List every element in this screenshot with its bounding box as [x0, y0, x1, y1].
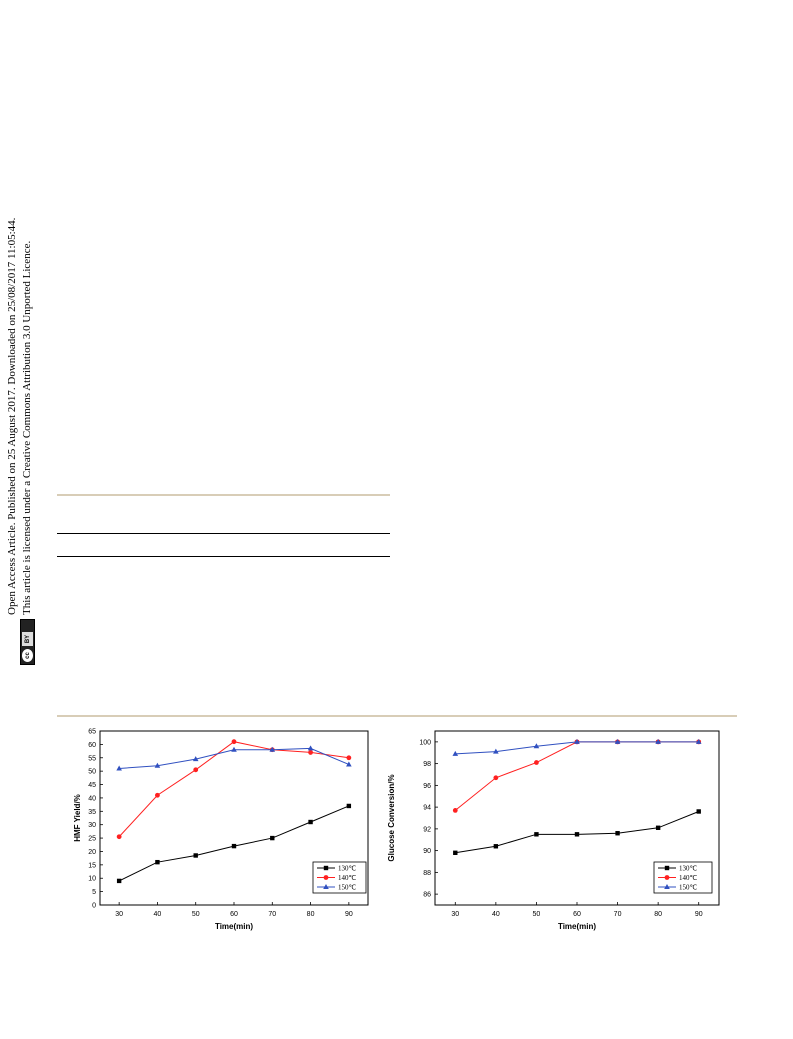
x-tick-label: 70	[268, 911, 276, 918]
y-tick-label: 65	[88, 729, 96, 736]
data-point	[664, 875, 670, 880]
y-tick-label: 86	[423, 892, 431, 899]
legend-label: 150℃	[338, 884, 357, 892]
y-tick-label: 10	[88, 876, 96, 883]
data-point	[270, 835, 275, 841]
x-tick-label: 80	[654, 911, 662, 918]
data-point	[193, 853, 198, 858]
data-point	[655, 738, 661, 744]
data-point	[346, 803, 352, 809]
data-point	[192, 756, 199, 762]
y-tick-label: 25	[88, 836, 96, 843]
data-point	[493, 844, 499, 849]
data-point	[614, 738, 621, 744]
data-point	[308, 750, 313, 755]
data-point	[231, 746, 237, 752]
x-tick-label: 50	[192, 911, 200, 918]
data-point	[155, 792, 160, 798]
data-point	[453, 850, 458, 855]
y-tick-label: 0	[92, 903, 96, 910]
y-tick-label: 60	[88, 742, 96, 749]
y-axis-label: HMF Yield/%	[73, 794, 82, 842]
section-divider	[57, 494, 390, 496]
hmf-yield-chart: 0 5 10 15 20 25 30 35 40 45 50 55 60 65 30 40 50 60 70 80 90…	[73, 729, 369, 931]
data-point	[323, 875, 329, 880]
table-rule-bottom	[57, 556, 390, 557]
data-point	[193, 767, 199, 773]
data-point	[116, 765, 122, 771]
data-point	[533, 743, 540, 749]
data-point	[493, 775, 499, 781]
x-tick-label: 90	[695, 911, 703, 918]
data-point	[307, 745, 314, 751]
data-point	[534, 760, 539, 765]
x-tick-label: 70	[614, 911, 622, 918]
y-tick-label: 96	[423, 783, 431, 790]
series-line	[118, 741, 349, 838]
x-axis-label: Time(min)	[558, 922, 596, 931]
y-tick-label: 35	[88, 809, 96, 816]
x-tick-label: 30	[451, 911, 459, 918]
y-tick-label: 50	[88, 769, 96, 776]
data-point	[231, 739, 237, 745]
y-tick-label: 40	[88, 795, 96, 802]
legend-label: 130℃	[679, 865, 698, 873]
data-point	[574, 832, 580, 837]
data-point	[269, 746, 276, 752]
glucose-conversion-chart: 86 88 90 92 94 96 98 100 30 40 50 60 70 80 90 Time(min)…	[387, 730, 720, 931]
data-point	[664, 884, 670, 889]
legend-label: 130℃	[338, 865, 357, 873]
data-point	[323, 865, 329, 871]
y-tick-label: 20	[88, 849, 96, 856]
y-axis-label: Glucose Conversion/%	[387, 774, 396, 861]
data-point	[615, 831, 620, 836]
y-tick-label: 30	[88, 822, 96, 829]
y-tick-label: 88	[423, 870, 431, 877]
data-point	[493, 748, 499, 754]
data-point	[696, 809, 701, 814]
data-point	[695, 738, 702, 744]
x-tick-label: 30	[115, 911, 123, 918]
data-point	[116, 878, 122, 884]
legend-label: 140℃	[679, 874, 698, 882]
x-tick-label: 40	[154, 911, 162, 918]
table-rule-top	[57, 533, 390, 534]
y-tick-label: 45	[88, 782, 96, 789]
x-tick-label: 60	[230, 911, 238, 918]
data-point	[346, 755, 352, 761]
y-tick-label: 100	[419, 739, 431, 746]
data-point	[574, 738, 580, 744]
data-point	[116, 834, 122, 840]
data-point	[155, 859, 160, 865]
y-tick-label: 5	[92, 889, 96, 896]
x-axis-label: Time(min)	[215, 922, 253, 931]
figure-divider	[57, 715, 737, 717]
x-tick-label: 50	[533, 911, 541, 918]
data-point	[534, 832, 539, 837]
y-tick-label: 55	[88, 755, 96, 762]
data-point	[346, 761, 352, 767]
x-tick-label: 40	[492, 911, 500, 918]
legend-label: 150℃	[679, 884, 698, 892]
data-point	[452, 750, 459, 756]
data-point	[323, 884, 329, 889]
data-point	[664, 865, 670, 871]
y-tick-label: 15	[88, 862, 96, 869]
data-point	[231, 843, 237, 849]
y-tick-label: 94	[423, 805, 431, 812]
data-point	[452, 807, 458, 813]
y-tick-label: 98	[423, 761, 431, 768]
x-tick-label: 80	[307, 911, 315, 918]
legend-label: 140℃	[338, 874, 357, 882]
data-point	[655, 825, 661, 830]
y-tick-label: 92	[423, 826, 431, 833]
x-tick-label: 60	[573, 911, 581, 918]
data-point	[308, 819, 313, 825]
x-tick-label: 90	[345, 911, 353, 918]
data-point	[154, 762, 161, 768]
y-tick-label: 90	[423, 848, 431, 855]
